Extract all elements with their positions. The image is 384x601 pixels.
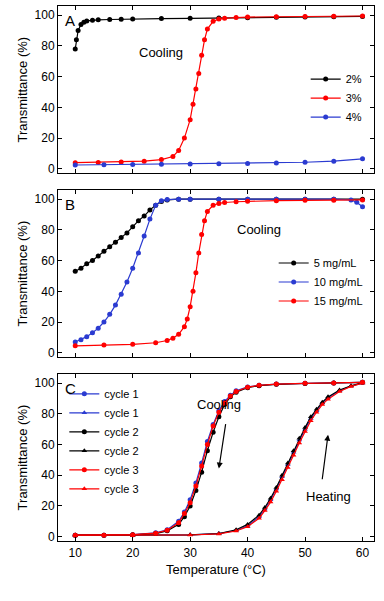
svg-text:50: 50 [298, 546, 312, 560]
svg-text:100: 100 [35, 192, 55, 206]
svg-text:30: 30 [183, 546, 197, 560]
svg-text:80: 80 [41, 407, 55, 421]
svg-text:cycle 3: cycle 3 [104, 464, 138, 476]
svg-text:20: 20 [126, 546, 140, 560]
svg-text:cycle 1: cycle 1 [104, 407, 138, 419]
svg-text:40: 40 [41, 468, 55, 482]
svg-text:60: 60 [41, 254, 55, 268]
svg-text:20: 20 [41, 499, 55, 513]
svg-text:cycle 2: cycle 2 [104, 426, 138, 438]
svg-text:Cooling: Cooling [139, 45, 183, 60]
svg-text:100: 100 [35, 376, 55, 390]
svg-text:20: 20 [41, 315, 55, 329]
svg-text:60: 60 [41, 70, 55, 84]
svg-text:A: A [65, 12, 75, 29]
svg-text:5 mg/mL: 5 mg/mL [314, 257, 357, 269]
svg-text:20: 20 [41, 131, 55, 145]
svg-text:3%: 3% [346, 92, 362, 104]
svg-text:0: 0 [48, 162, 55, 176]
svg-text:Temperature (°C): Temperature (°C) [166, 562, 266, 577]
svg-text:Transmittance (%): Transmittance (%) [15, 37, 30, 143]
svg-text:Transmittance (%): Transmittance (%) [15, 405, 30, 511]
svg-text:B: B [65, 196, 75, 213]
svg-text:15 mg/mL: 15 mg/mL [314, 295, 363, 307]
svg-text:4%: 4% [346, 111, 362, 123]
svg-text:0: 0 [48, 530, 55, 544]
svg-text:80: 80 [41, 223, 55, 237]
svg-text:40: 40 [41, 101, 55, 115]
svg-text:cycle 3: cycle 3 [104, 483, 138, 495]
svg-text:Cooling: Cooling [237, 222, 281, 237]
svg-text:2%: 2% [346, 73, 362, 85]
svg-text:40: 40 [41, 285, 55, 299]
svg-text:cycle 1: cycle 1 [104, 388, 138, 400]
svg-text:0: 0 [48, 346, 55, 360]
svg-text:60: 60 [41, 438, 55, 452]
svg-text:10 mg/mL: 10 mg/mL [314, 276, 363, 288]
svg-text:80: 80 [41, 39, 55, 53]
svg-text:cycle 2: cycle 2 [104, 445, 138, 457]
svg-text:10: 10 [69, 546, 83, 560]
svg-text:40: 40 [241, 546, 255, 560]
svg-text:60: 60 [356, 546, 370, 560]
svg-text:C: C [65, 380, 76, 397]
svg-text:100: 100 [35, 8, 55, 22]
svg-text:Heating: Heating [306, 489, 351, 504]
svg-text:Transmittance (%): Transmittance (%) [15, 221, 30, 327]
svg-text:Cooling: Cooling [197, 397, 241, 412]
